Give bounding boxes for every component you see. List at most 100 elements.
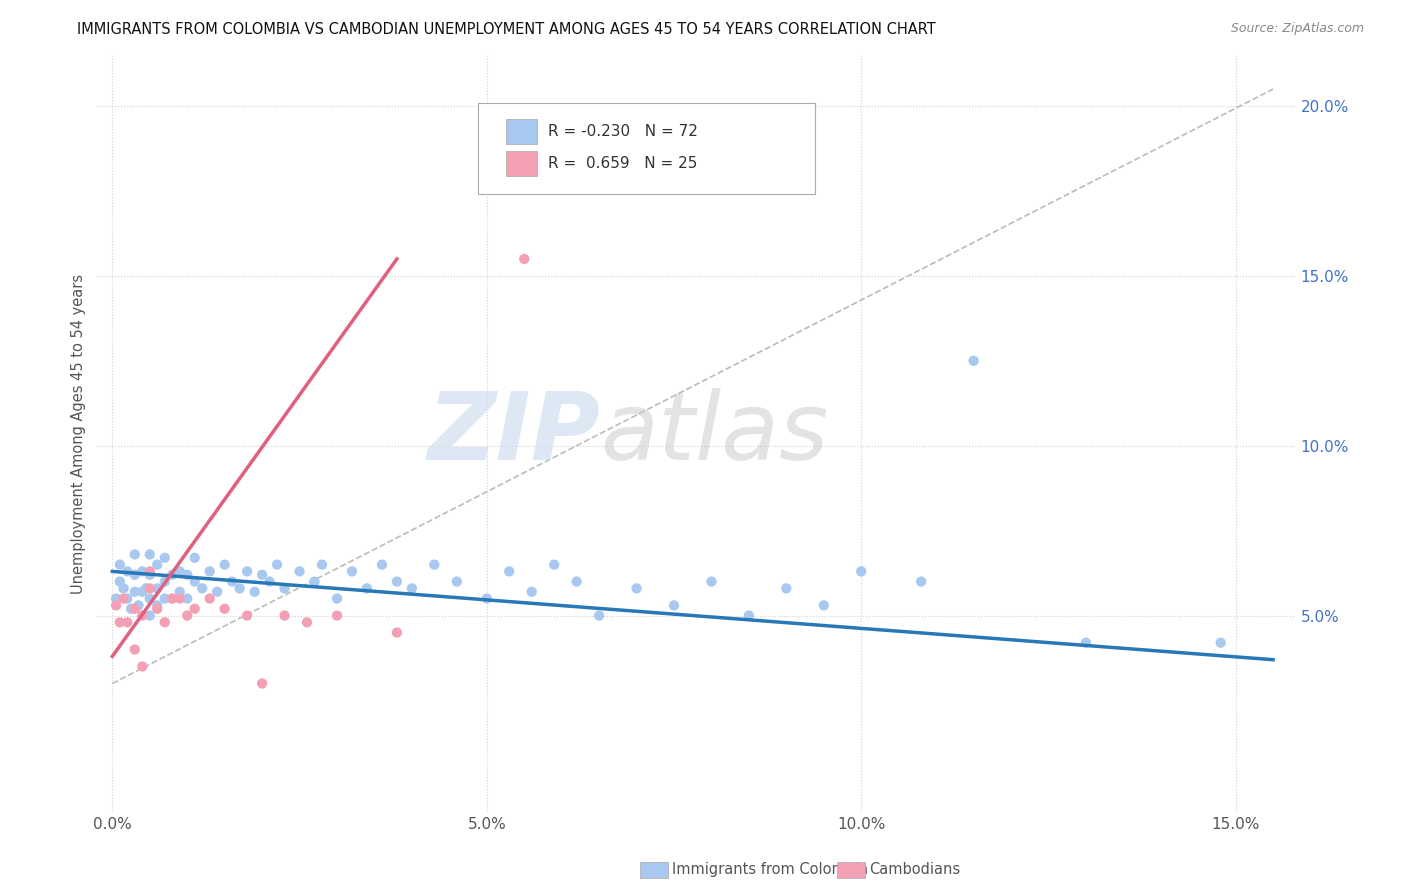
Point [543, 558, 565, 572]
Point [243, 584, 266, 599]
Point [588, 608, 610, 623]
Text: Immigrants from Colombia: Immigrants from Colombia [672, 863, 868, 877]
Text: R = -0.230   N = 72: R = -0.230 N = 72 [548, 124, 699, 138]
Point [183, 601, 205, 615]
Point [131, 659, 153, 673]
Point [153, 550, 176, 565]
Text: Source: ZipAtlas.com: Source: ZipAtlas.com [1230, 22, 1364, 36]
Point [169, 565, 191, 579]
Point [813, 599, 835, 613]
Point [146, 582, 169, 596]
Point [176, 567, 198, 582]
Point [105, 599, 128, 613]
Point [498, 565, 520, 579]
Point [910, 574, 932, 589]
Text: atlas: atlas [600, 388, 830, 479]
Point [295, 615, 318, 630]
Point [250, 567, 273, 582]
Point [117, 615, 139, 630]
Point [135, 582, 157, 596]
Y-axis label: Unemployment Among Ages 45 to 54 years: Unemployment Among Ages 45 to 54 years [72, 274, 86, 594]
Point [266, 558, 288, 572]
Point [162, 567, 184, 582]
Point [738, 608, 761, 623]
Point [124, 548, 146, 562]
Point [446, 574, 468, 589]
Point [108, 615, 131, 630]
Point [169, 591, 191, 606]
Point [120, 601, 142, 615]
Point [153, 574, 176, 589]
Point [183, 574, 205, 589]
Point [401, 582, 423, 596]
Point [117, 565, 139, 579]
Point [139, 582, 162, 596]
Point [273, 608, 295, 623]
Point [520, 584, 543, 599]
Point [139, 567, 162, 582]
Point [475, 591, 498, 606]
Point [700, 574, 723, 589]
Point [183, 550, 205, 565]
Point [128, 599, 150, 613]
Point [153, 591, 176, 606]
Point [198, 591, 221, 606]
Point [108, 574, 131, 589]
Point [326, 591, 349, 606]
Point [356, 582, 378, 596]
Point [176, 608, 198, 623]
Point [662, 599, 685, 613]
Point [146, 599, 169, 613]
Point [205, 584, 228, 599]
Point [139, 565, 162, 579]
Point [169, 584, 191, 599]
Point [139, 591, 162, 606]
Point [236, 565, 259, 579]
Point [112, 582, 135, 596]
Point [288, 565, 311, 579]
Point [304, 574, 326, 589]
Point [228, 582, 250, 596]
Point [131, 608, 153, 623]
Point [1209, 636, 1232, 650]
Point [423, 558, 446, 572]
Point [139, 608, 162, 623]
Point [108, 558, 131, 572]
Point [962, 354, 984, 368]
Point [259, 574, 281, 589]
Point [124, 642, 146, 657]
Point [131, 565, 153, 579]
Point [340, 565, 363, 579]
Point [326, 608, 349, 623]
Point [131, 584, 153, 599]
Point [117, 591, 139, 606]
Point [112, 591, 135, 606]
Point [153, 615, 176, 630]
Text: R =  0.659   N = 25: R = 0.659 N = 25 [548, 156, 697, 170]
Point [250, 676, 273, 690]
Text: IMMIGRANTS FROM COLOMBIA VS CAMBODIAN UNEMPLOYMENT AMONG AGES 45 TO 54 YEARS COR: IMMIGRANTS FROM COLOMBIA VS CAMBODIAN UN… [77, 22, 936, 37]
Point [162, 591, 184, 606]
Point [371, 558, 394, 572]
Point [105, 591, 128, 606]
Point [851, 565, 873, 579]
Text: ZIP: ZIP [427, 388, 600, 480]
Point [626, 582, 648, 596]
Point [198, 565, 221, 579]
Point [513, 252, 536, 266]
Point [1074, 636, 1097, 650]
Point [146, 558, 169, 572]
Point [385, 625, 408, 640]
Point [221, 574, 243, 589]
Point [311, 558, 333, 572]
Point [162, 591, 184, 606]
Point [214, 601, 236, 615]
Point [176, 591, 198, 606]
Point [146, 601, 169, 615]
Point [191, 582, 214, 596]
Point [139, 548, 162, 562]
Point [385, 574, 408, 589]
Point [565, 574, 588, 589]
Text: Cambodians: Cambodians [869, 863, 960, 877]
Point [273, 582, 295, 596]
